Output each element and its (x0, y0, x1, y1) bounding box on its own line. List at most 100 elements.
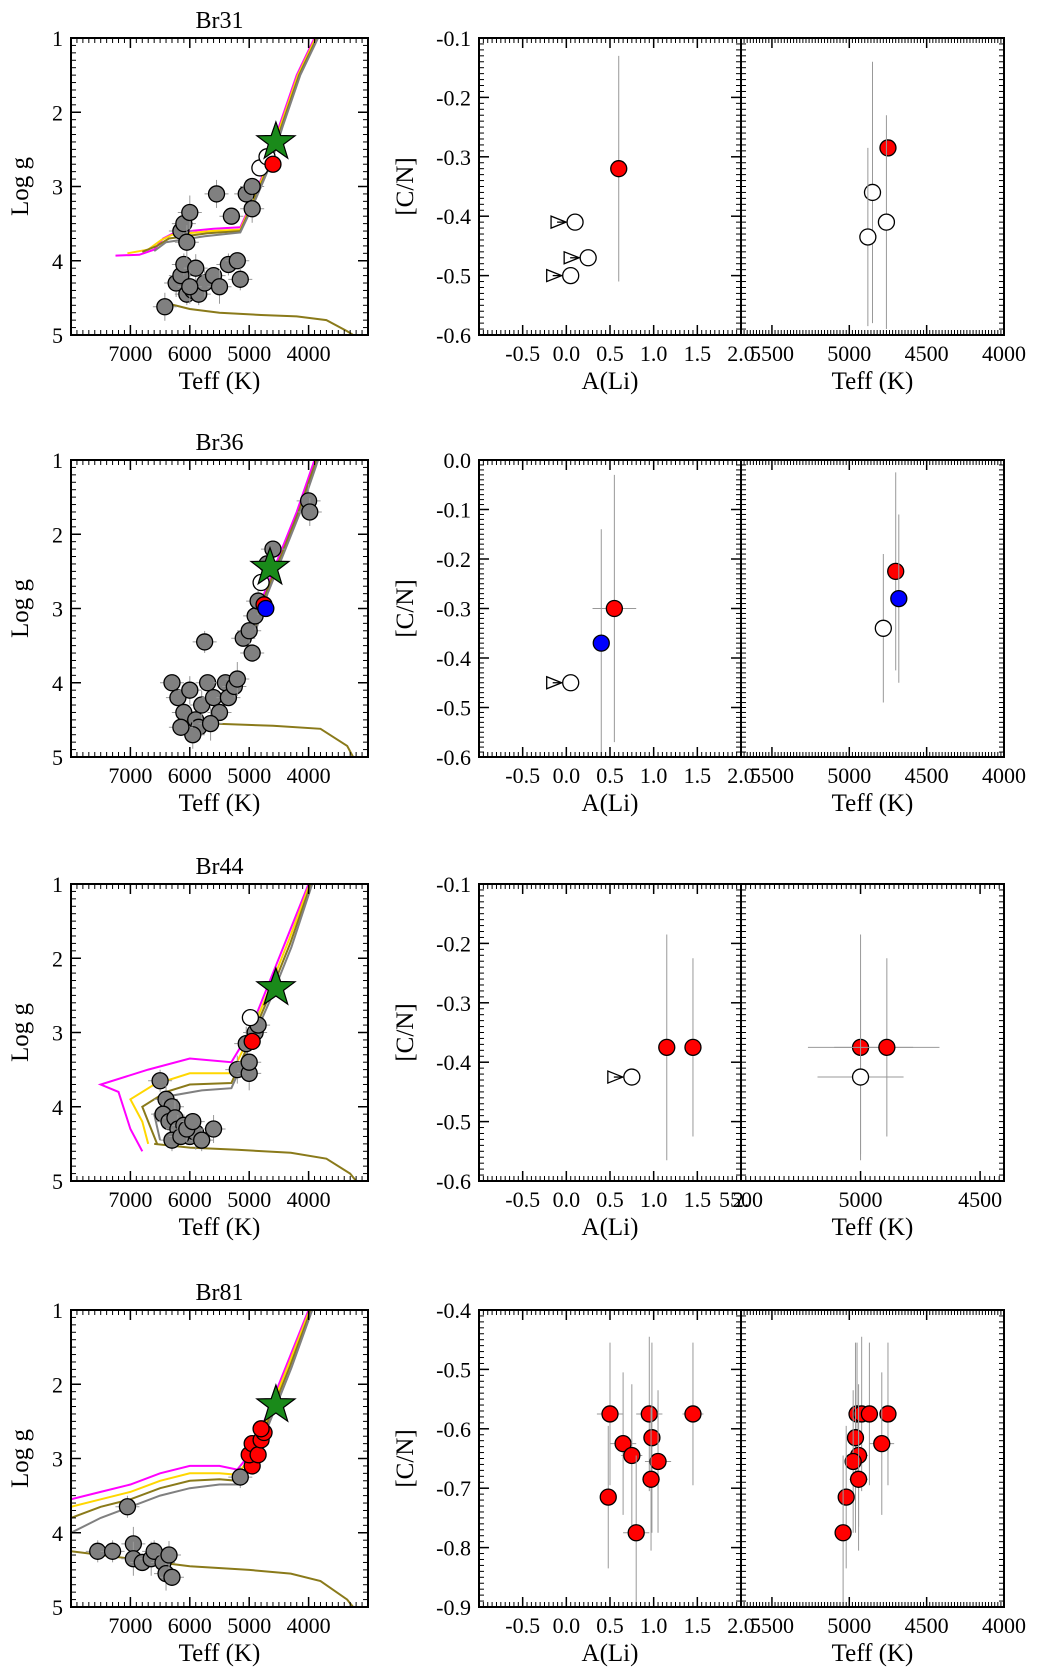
giant-point (163, 674, 181, 692)
br81-hr-panel: 7000 6000 5000 4000 1 2 3 4 5 Br81 Teff (K) Log g (7, 1280, 369, 1667)
x-tick-label: 5000 (227, 1613, 271, 1638)
y-axis-label: Log g (7, 1428, 34, 1488)
y-tick-label: -0.4 (436, 646, 471, 671)
y-tick-label: -0.2 (436, 547, 471, 572)
isochrone-group (71, 1310, 354, 1607)
x-tick-label: 2.0 (727, 1613, 755, 1638)
y-tick-label: 2 (52, 522, 63, 547)
y-tick-label: -0.4 (436, 204, 471, 229)
x-tick-label: 5500 (750, 341, 794, 366)
x-tick-label: 0.5 (596, 1187, 624, 1212)
y-tick-label: -0.7 (436, 1476, 471, 1501)
y-tick-label: 5 (52, 745, 63, 770)
y-tick-label: 3 (52, 597, 63, 622)
y-tick-label: 5 (52, 323, 63, 348)
points-group (152, 120, 297, 321)
br36-teff-panel: 5500 5000 4500 4000 Teff (K) (740, 459, 1026, 817)
y-axis-label: [C/N] (392, 1003, 419, 1061)
x-tick-label: 6000 (168, 1613, 212, 1638)
x-tick-label: 7000 (108, 1613, 152, 1638)
y-axis-label: Log g (7, 1002, 34, 1062)
y-tick-label: -0.3 (436, 991, 471, 1016)
tick-group: 5500 5000 4500 4000 (740, 459, 1026, 788)
isochrone-line (127, 38, 317, 255)
x-tick-label: 5000 (827, 763, 871, 788)
red-point (873, 1435, 891, 1453)
tick-group: -0.5 0.0 0.5 1.0 1.5 2.0 -0.6 -0.5 -0.4 -0.3 -0.2 -… (436, 448, 755, 788)
points-group (874, 472, 908, 703)
y-tick-label: -0.6 (436, 323, 471, 348)
red-point (623, 1446, 641, 1465)
red-point (605, 599, 624, 618)
x-tick-label: 5000 (227, 763, 271, 788)
green-star-marker (255, 120, 297, 160)
y-axis-label: [C/N] (392, 1429, 419, 1487)
tick-group: 7000 6000 5000 4000 1 2 3 4 5 (52, 26, 369, 366)
giant-point (172, 718, 190, 736)
panel-title: Br36 (196, 430, 244, 456)
y-tick-label: 4 (52, 1521, 63, 1546)
plot-frame (740, 459, 1005, 758)
x-tick-label: 5000 (227, 1187, 271, 1212)
giant-point (231, 270, 249, 288)
y-tick-label: 3 (52, 175, 63, 200)
x-tick-label: 4000 (287, 341, 331, 366)
giant-point (204, 1120, 223, 1138)
isochrone-line (141, 884, 312, 1145)
y-tick-label: 2 (52, 946, 63, 971)
x-axis-label: Teff (K) (179, 368, 261, 395)
x-tick-label: 5500 (750, 1613, 794, 1638)
y-tick-label: 4 (52, 671, 63, 696)
red-point (844, 1452, 862, 1471)
giant-point (301, 503, 319, 521)
x-tick-label: 2.0 (727, 341, 755, 366)
x-tick-label: 4500 (905, 341, 949, 366)
y-tick-label: 2 (52, 100, 63, 125)
y-tick-label: 2 (52, 1372, 63, 1397)
tick-group: 5500 5000 4500 (719, 883, 1005, 1212)
red-point (849, 1470, 868, 1488)
plot-frame (70, 1309, 369, 1608)
points-group (85, 1383, 297, 1591)
y-tick-label: 3 (52, 1021, 63, 1046)
y-axis-label: Log g (7, 578, 34, 638)
br36-li-panel: -0.5 0.0 0.5 1.0 1.5 2.0 -0.6 -0.5 -0.4 -0.3 -0.2 -… (392, 448, 755, 817)
open-point (579, 249, 597, 267)
x-axis-label: Teff (K) (832, 1214, 914, 1241)
red-point (243, 1032, 261, 1051)
x-axis-label: Teff (K) (832, 368, 914, 395)
tick-group: -0.5 0.0 0.5 1.0 1.5 2.0 -0.6 -0.5 -0.4 -0.3 -0.2 -… (436, 26, 755, 366)
x-axis-label: Teff (K) (832, 1640, 914, 1667)
br44-teff-panel: 5500 5000 4500 Teff (K) (719, 883, 1005, 1241)
x-tick-label: 4000 (982, 1613, 1026, 1638)
red-point (834, 1524, 852, 1542)
giant-point (151, 1072, 169, 1090)
x-tick-label: 5000 (827, 341, 871, 366)
points-group (546, 474, 637, 757)
points-group (607, 934, 702, 1161)
open-point (623, 1068, 641, 1086)
red-point (643, 1429, 661, 1447)
red-point (614, 1435, 632, 1453)
x-axis-label: Teff (K) (179, 790, 261, 817)
points-group (859, 61, 897, 330)
plot-frame (70, 883, 369, 1182)
giant-point (181, 681, 199, 699)
y-axis-label: Log g (7, 156, 34, 216)
x-tick-label: 6000 (168, 763, 212, 788)
red-point (640, 1405, 658, 1423)
y-tick-label: -0.3 (436, 597, 471, 622)
y-tick-label: 0.0 (444, 448, 472, 473)
x-tick-label: 5500 (750, 763, 794, 788)
x-tick-label: 1.5 (684, 1187, 712, 1212)
br44-li-panel: -0.5 0.0 0.5 1.0 1.5 2. -0.6 -0.5 -0.4 -0.3 -0.2 -0… (392, 872, 749, 1241)
br44-hr-panel: 7000 6000 5000 4000 1 2 3 4 5 Br44 Teff (K) Log g (7, 854, 369, 1241)
giant-point (240, 1053, 258, 1071)
red-point (252, 1420, 270, 1438)
x-tick-label: 0.0 (553, 341, 581, 366)
x-tick-label: 0.5 (596, 341, 624, 366)
giant-point (228, 252, 246, 270)
giant-point (222, 207, 241, 225)
plot-frame (740, 1309, 1005, 1608)
giant-point (195, 633, 214, 651)
